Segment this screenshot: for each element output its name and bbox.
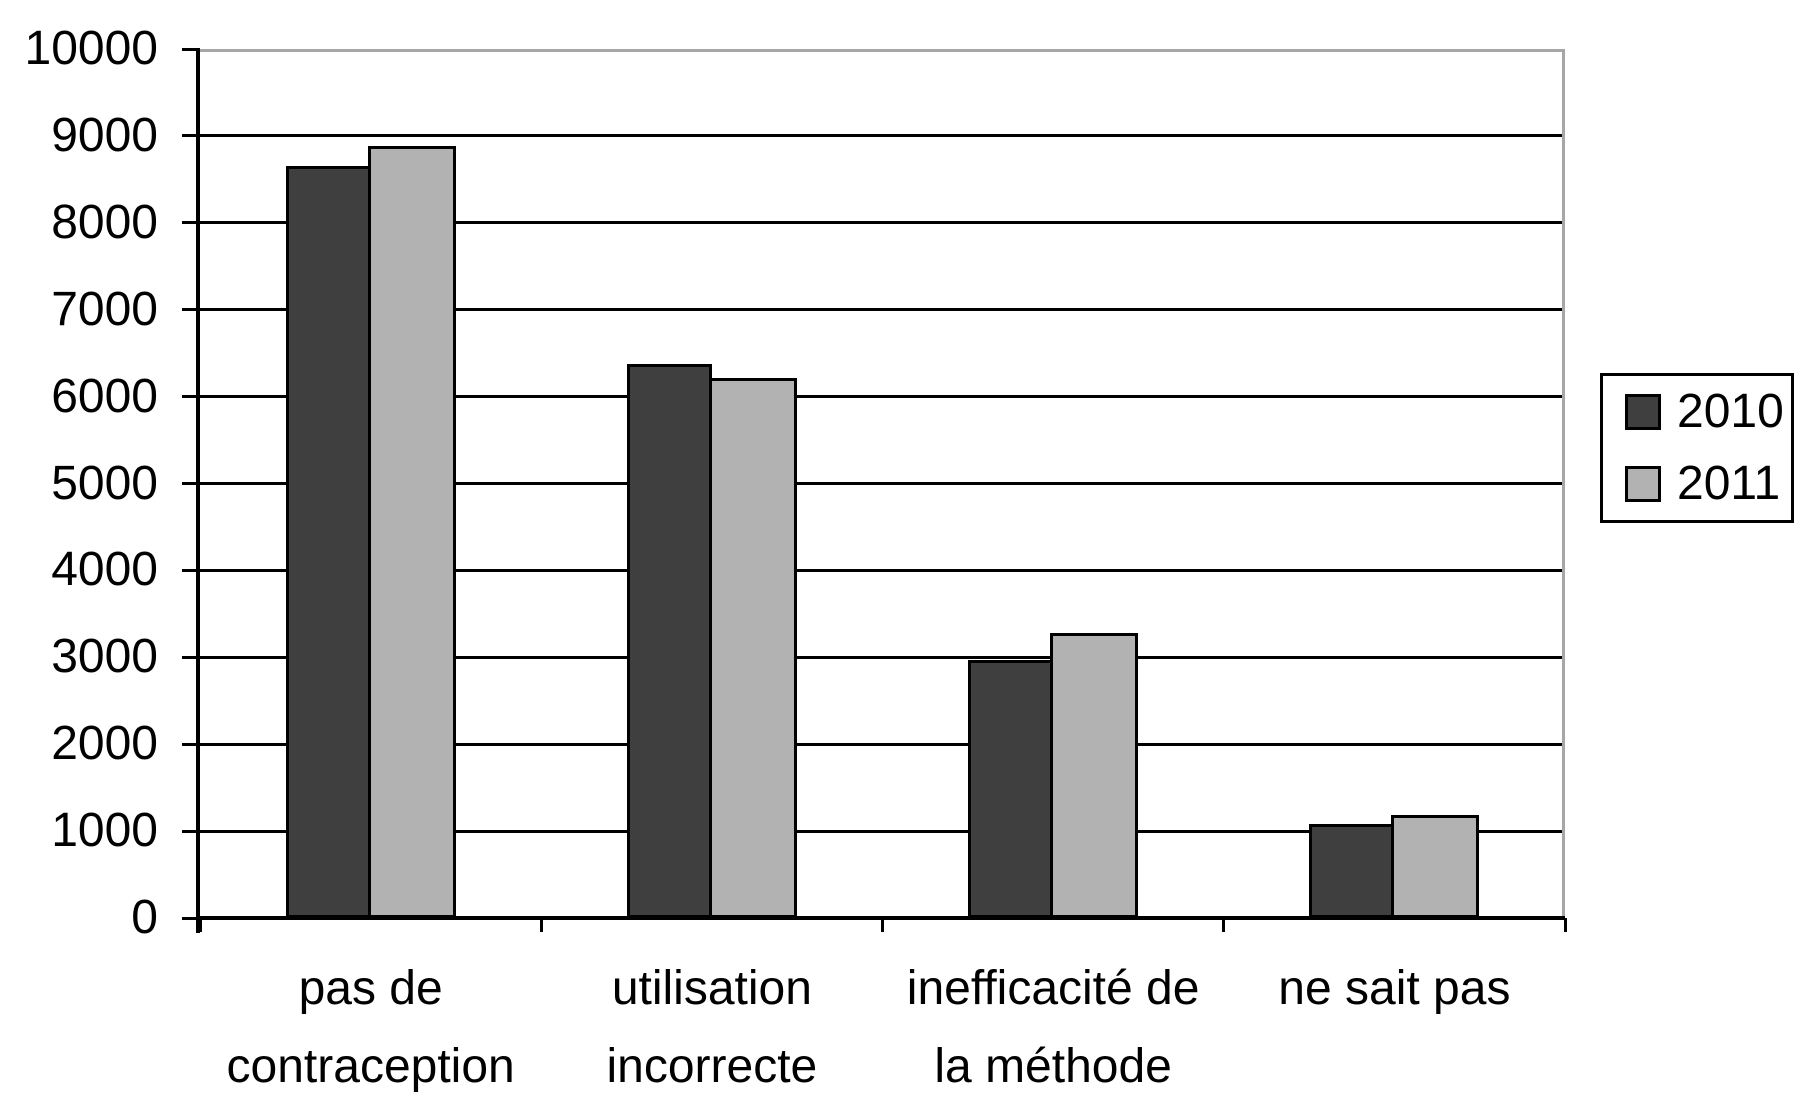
y-tick xyxy=(182,655,200,659)
y-tick-label: 10000 xyxy=(24,22,158,75)
gridline xyxy=(200,742,1565,746)
category-label-line: ne sait pas xyxy=(1278,962,1511,1015)
y-tick-label: 5000 xyxy=(51,456,158,510)
gridline xyxy=(200,221,1565,225)
category-label-line: utilisation xyxy=(611,962,812,1015)
y-tick xyxy=(182,916,200,920)
y-tick-label: 3000 xyxy=(51,630,158,684)
x-tick xyxy=(1563,918,1567,932)
legend-entry-2011: 2011 xyxy=(1625,460,1791,508)
bar-inefficacité-de-la-méthode-2011 xyxy=(1050,632,1139,918)
gridline xyxy=(200,395,1565,399)
bar-ne-sait-pas-2011 xyxy=(1391,814,1480,918)
category-label-1: pas de contraception xyxy=(181,950,561,1106)
bar-pas-de-contraception-2010 xyxy=(285,166,371,918)
y-tick xyxy=(182,308,200,312)
gridline xyxy=(200,655,1565,659)
legend-swatch-2010 xyxy=(1625,394,1661,430)
y-tick xyxy=(182,395,200,399)
y-tick-label: 7000 xyxy=(51,282,158,336)
bar-inefficacité-de-la-méthode-2010 xyxy=(968,659,1054,918)
category-label-line: pas de xyxy=(298,962,443,1015)
legend-label: 2011 xyxy=(1677,457,1781,510)
y-tick xyxy=(182,221,200,225)
legend-entry-2010: 2010 xyxy=(1625,388,1791,436)
y-tick-label: 2000 xyxy=(51,717,158,771)
legend-swatch-2011 xyxy=(1625,466,1661,502)
plot-area xyxy=(200,49,1565,918)
y-tick xyxy=(182,829,200,833)
plot-border-top xyxy=(200,49,1565,52)
legend-label: 2010 xyxy=(1677,385,1784,438)
x-tick xyxy=(1222,918,1226,932)
y-tick-label: 9000 xyxy=(51,108,158,162)
gridline xyxy=(200,829,1565,833)
y-tick-label: 0 xyxy=(131,891,158,944)
category-label-line: incorrecte xyxy=(606,1040,818,1093)
x-tick xyxy=(198,918,202,932)
x-tick xyxy=(881,918,884,932)
gridline xyxy=(200,308,1565,312)
category-label-2: utilisation incorrecte xyxy=(522,950,902,1106)
category-label-line: contraception xyxy=(226,1040,515,1093)
x-axis-line xyxy=(196,916,1565,920)
y-tick xyxy=(182,47,200,51)
y-tick xyxy=(182,134,200,138)
y-axis-line xyxy=(196,49,200,933)
y-tick-label: 8000 xyxy=(51,195,158,249)
category-label-line: inefficacité de xyxy=(906,962,1200,1015)
gridline xyxy=(200,568,1565,572)
y-tick-label: 6000 xyxy=(51,369,158,423)
category-label-3: inefficacité de la méthode xyxy=(863,950,1243,1106)
y-tick xyxy=(182,568,200,572)
y-tick-label: 4000 xyxy=(51,543,158,597)
gridline xyxy=(200,482,1565,485)
bar-ne-sait-pas-2010 xyxy=(1309,824,1395,918)
legend: 2010 2011 xyxy=(1600,373,1794,523)
category-label-4: ne sait pas xyxy=(1204,950,1584,1028)
gridline xyxy=(200,134,1565,138)
bar-pas-de-contraception-2011 xyxy=(367,146,456,918)
y-tick xyxy=(182,482,200,485)
plot-border-right xyxy=(1562,49,1565,918)
bar-utilisation-incorrecte-2010 xyxy=(626,364,712,918)
bar-utilisation-incorrecte-2011 xyxy=(708,378,797,918)
y-tick xyxy=(182,742,200,746)
x-tick xyxy=(539,918,543,932)
category-label-line: la méthode xyxy=(934,1040,1172,1093)
y-tick-label: 1000 xyxy=(51,804,158,858)
